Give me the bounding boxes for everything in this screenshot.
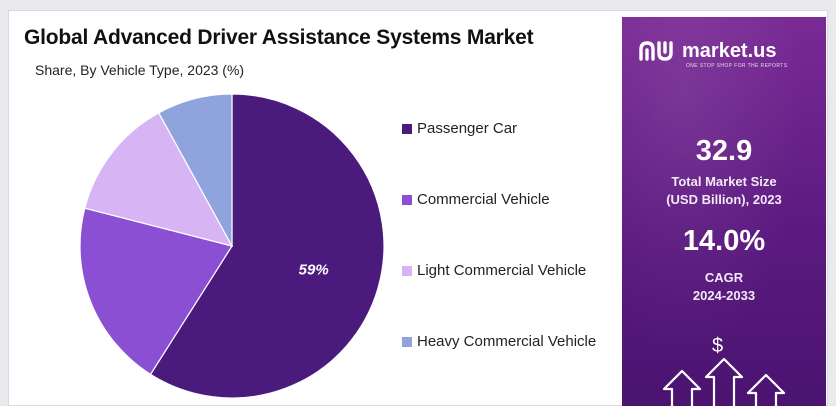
summary-panel-texture [622,17,826,406]
cagr-label-line1: CAGR [704,270,744,285]
legend-swatch [402,265,412,276]
pie-slice-light-commercial-vehicle [84,111,234,247]
brand: market.us [638,39,777,63]
legend-item-commercial-vehicle: Commercial Vehicle [402,191,550,208]
brand-tagline: ONE STOP SHOP FOR THE REPORTS [686,63,788,69]
legend-item-light-commercial-vehicle: Light Commercial Vehicle [402,262,586,279]
legend-swatch [402,336,412,347]
legend-item-heavy-commercial-vehicle: Heavy Commercial Vehicle [402,333,596,350]
market-us-logo-icon [639,41,673,61]
legend-swatch [402,123,412,134]
market-size-value: 32.9 [695,135,753,167]
legend-swatch [402,194,412,205]
chart-subtitle: Share, By Vehicle Type, 2023 (%) [35,62,245,78]
legend-label: Light Commercial Vehicle [417,262,587,279]
brand-name: market.us [682,39,777,62]
legend-label: Heavy Commercial Vehicle [417,333,597,350]
summary-panel: market.us ONE STOP SHOP FOR THE REPORTS … [622,17,826,406]
cagr-label-line2: 2024-2033 [692,288,756,303]
legend-label: Passenger Car [417,120,518,137]
pie-slice-passenger-car [149,93,385,399]
market-size-label-line1: Total Market Size [671,174,777,189]
market-size-label-line2: (USD Billion), 2023 [666,192,782,207]
pie-slice-commercial-vehicle [79,207,233,376]
data-label-passenger-car: 59% [299,262,329,279]
legend-label: Commercial Vehicle [417,191,550,208]
dollar-icon: $ [712,335,724,357]
legend-item-passenger-car: Passenger Car [402,120,517,137]
up-arrows-icon [662,357,786,406]
pie-chart: 59% [79,93,385,399]
pie-slice-heavy-commercial-vehicle [157,93,233,247]
chart-legend: Passenger Car Commercial Vehicle Light Com… [402,0,617,406]
chart-title: Global Advanced Driver Assistance System… [24,26,534,49]
cagr-value: 14.0% [682,225,766,257]
